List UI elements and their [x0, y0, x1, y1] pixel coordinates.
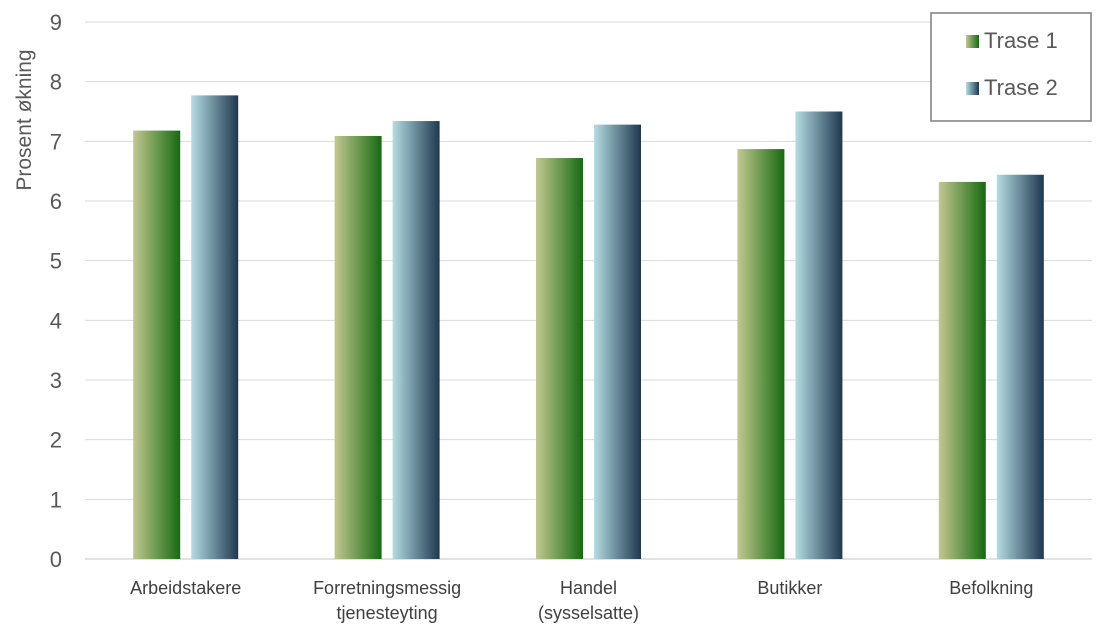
bar-trase-2	[392, 121, 440, 560]
legend: Trase 1 Trase 2	[930, 12, 1092, 122]
gridlines	[85, 21, 1092, 500]
y-tick-label: 4	[50, 308, 62, 333]
bar-trase-1	[737, 149, 785, 559]
y-tick-label: 3	[50, 368, 62, 393]
y-tick-label: 2	[50, 428, 62, 453]
y-tick-label: 9	[50, 10, 62, 35]
x-category-label: Butikker	[757, 578, 822, 598]
y-tick-label: 1	[50, 487, 62, 512]
y-tick-label: 8	[50, 70, 62, 95]
y-tick-label: 5	[50, 249, 62, 274]
legend-swatch	[966, 82, 979, 95]
bars	[133, 95, 1044, 560]
x-axis-categories: Arbeidstakere Forretningsmessig tjenesteyt…	[130, 578, 1033, 623]
x-category-label: Arbeidstakere	[130, 578, 241, 598]
x-category-label: tjenesteyting	[337, 603, 438, 623]
bar-trase-1	[334, 135, 382, 560]
bar-trase-1	[133, 130, 181, 560]
bar-trase-1	[536, 158, 583, 560]
x-category-label: (sysselsatte)	[538, 603, 639, 623]
y-tick-label: 7	[50, 129, 62, 154]
y-axis-ticks: 0 1 2 3 4 5 6 7 8 9	[50, 10, 62, 572]
legend-label: Trase 2	[984, 75, 1058, 100]
legend-label: Trase 1	[984, 28, 1058, 53]
x-category-label: Forretningsmessig	[313, 578, 461, 598]
legend-swatch	[966, 35, 979, 48]
bar-trase-2	[795, 111, 843, 559]
y-tick-label: 6	[50, 189, 62, 214]
x-category-label: Handel	[560, 578, 617, 598]
x-category-label: Befolkning	[949, 578, 1033, 598]
y-tick-label: 0	[50, 547, 62, 572]
legend-box	[930, 12, 1092, 122]
bar-trase-2	[191, 95, 239, 559]
y-axis-label: Prosent økning	[13, 49, 36, 190]
bar-trase-2	[996, 174, 1044, 559]
bar-trase-2	[594, 124, 641, 560]
bar-trase-1	[938, 181, 986, 559]
